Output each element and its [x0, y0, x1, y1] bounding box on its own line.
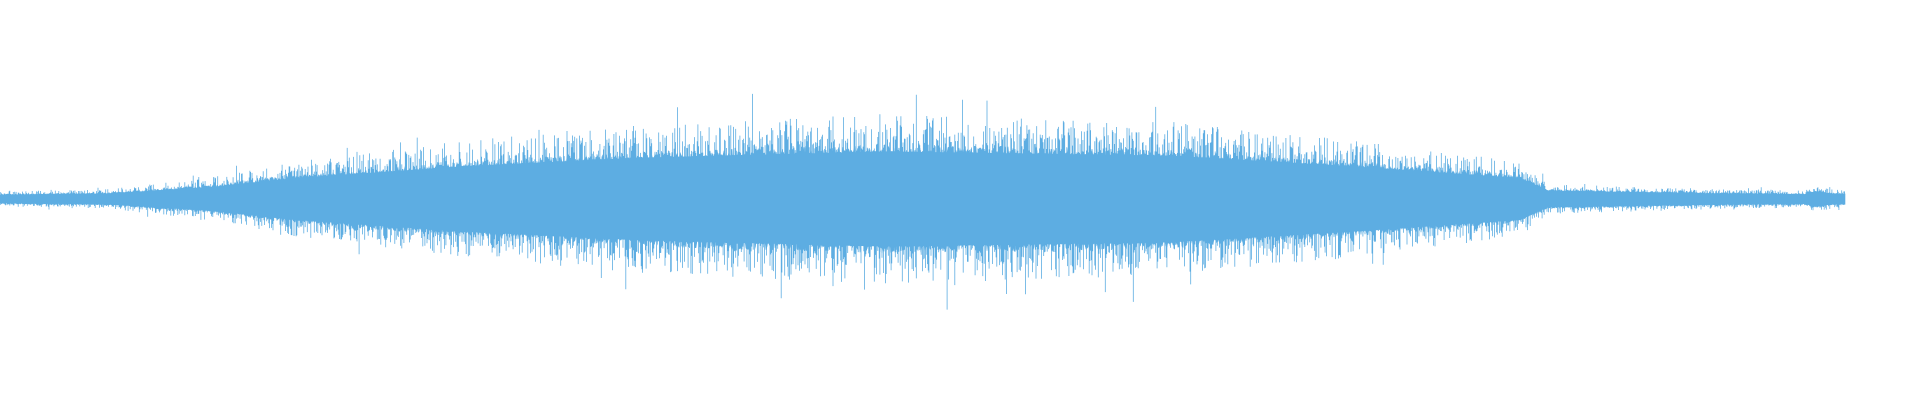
waveform-spikes: [0, 93, 1845, 310]
